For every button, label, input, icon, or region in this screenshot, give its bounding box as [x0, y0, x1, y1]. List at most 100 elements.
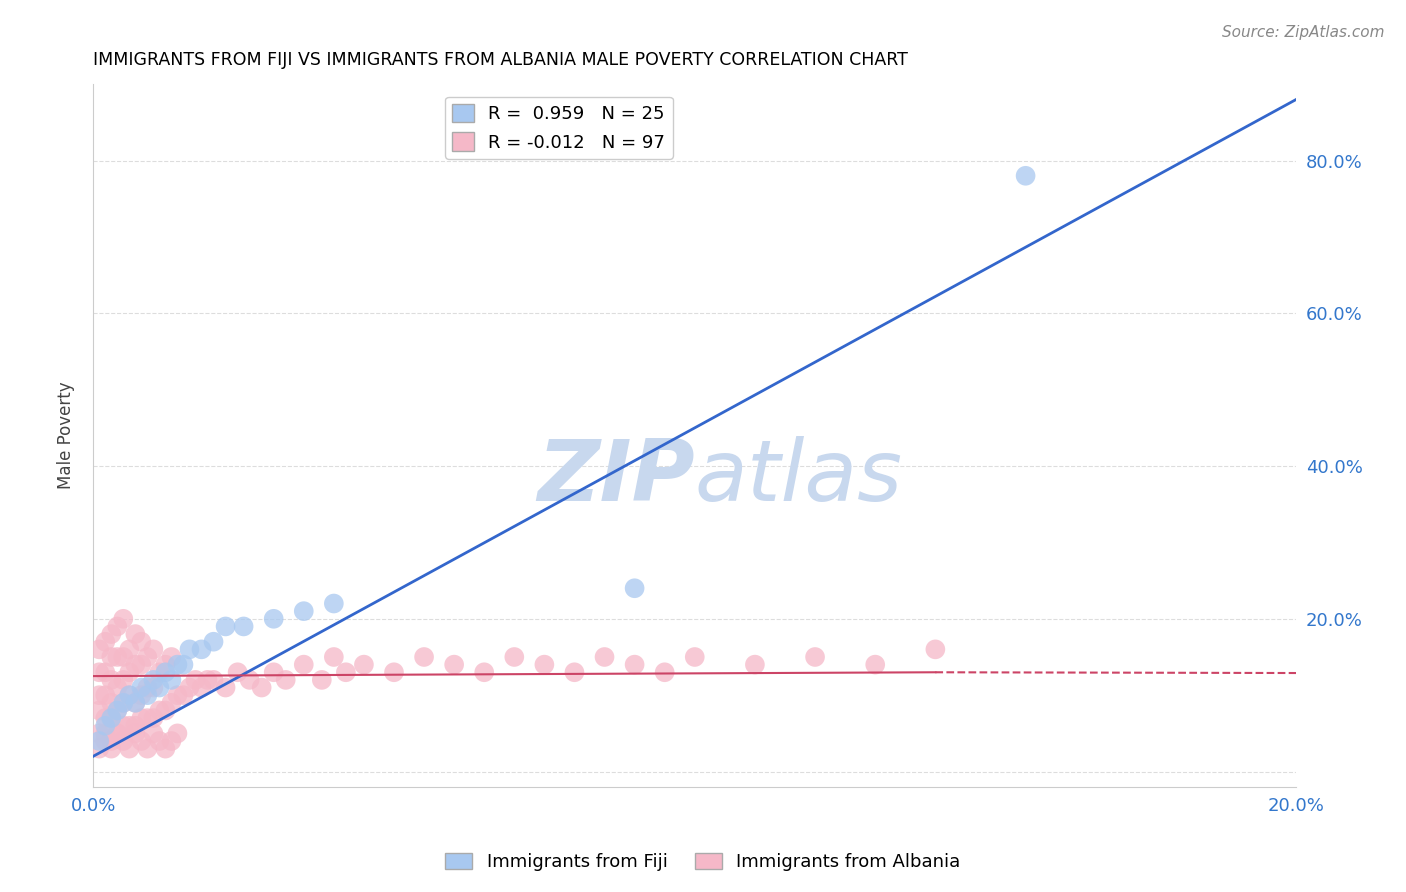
Point [131, 681, 153, 695]
Point [184, 673, 207, 687]
Point [239, 673, 262, 687]
Point [232, 619, 254, 633]
Point [311, 673, 333, 687]
Point [472, 665, 495, 680]
Point [105, 650, 128, 665]
Point [105, 703, 128, 717]
Point [166, 657, 188, 672]
Point [136, 741, 159, 756]
Point [100, 741, 122, 756]
Point [89, 688, 111, 702]
Point [148, 681, 170, 695]
Point [190, 681, 212, 695]
Point [250, 681, 273, 695]
Point [413, 650, 436, 665]
Point [100, 734, 122, 748]
Point [89, 734, 111, 748]
Point [124, 719, 146, 733]
Point [166, 726, 188, 740]
Point [124, 696, 146, 710]
Point [155, 657, 177, 672]
Point [105, 703, 128, 717]
Legend: Immigrants from Fiji, Immigrants from Albania: Immigrants from Fiji, Immigrants from Al… [439, 846, 967, 879]
Point [131, 711, 153, 725]
Y-axis label: Male Poverty: Male Poverty [58, 382, 75, 490]
Point [136, 711, 159, 725]
Point [166, 688, 188, 702]
Point [172, 657, 194, 672]
Point [105, 681, 128, 695]
Point [142, 642, 165, 657]
Point [105, 726, 128, 740]
Text: IMMIGRANTS FROM FIJI VS IMMIGRANTS FROM ALBANIA MALE POVERTY CORRELATION CHART: IMMIGRANTS FROM FIJI VS IMMIGRANTS FROM … [93, 51, 908, 69]
Point [118, 741, 141, 756]
Point [382, 665, 405, 680]
Point [112, 719, 135, 733]
Point [94, 688, 117, 702]
Point [124, 627, 146, 641]
Point [94, 726, 117, 740]
Text: Source: ZipAtlas.com: Source: ZipAtlas.com [1222, 25, 1385, 40]
Point [322, 597, 344, 611]
Point [89, 703, 111, 717]
Point [124, 726, 146, 740]
Point [131, 688, 153, 702]
Point [148, 734, 170, 748]
Point [274, 673, 297, 687]
Point [924, 642, 946, 657]
Point [214, 681, 236, 695]
Point [100, 673, 122, 687]
Point [118, 665, 141, 680]
Point [112, 673, 135, 687]
Point [160, 734, 183, 748]
Point [100, 696, 122, 710]
Point [214, 619, 236, 633]
Point [118, 688, 141, 702]
Point [226, 665, 249, 680]
Point [100, 650, 122, 665]
Point [155, 741, 177, 756]
Point [131, 657, 153, 672]
Point [142, 673, 165, 687]
Point [654, 665, 676, 680]
Point [148, 703, 170, 717]
Point [202, 634, 225, 648]
Point [292, 657, 315, 672]
Point [112, 696, 135, 710]
Point [112, 696, 135, 710]
Point [593, 650, 616, 665]
Point [89, 665, 111, 680]
Point [623, 657, 645, 672]
Point [197, 673, 219, 687]
Point [322, 650, 344, 665]
Point [105, 619, 128, 633]
Point [335, 665, 357, 680]
Point [155, 665, 177, 680]
Point [155, 703, 177, 717]
Point [443, 657, 465, 672]
Point [564, 665, 586, 680]
Point [124, 657, 146, 672]
Point [136, 688, 159, 702]
Point [863, 657, 886, 672]
Point [263, 665, 285, 680]
Point [94, 719, 117, 733]
Point [179, 642, 201, 657]
Point [263, 612, 285, 626]
Point [136, 650, 159, 665]
Legend: R =  0.959   N = 25, R = -0.012   N = 97: R = 0.959 N = 25, R = -0.012 N = 97 [446, 96, 672, 159]
Point [190, 642, 212, 657]
Point [804, 650, 827, 665]
Point [1014, 169, 1036, 183]
Point [118, 642, 141, 657]
Point [744, 657, 766, 672]
Text: ZIP: ZIP [537, 436, 695, 519]
Point [112, 612, 135, 626]
Point [100, 711, 122, 725]
Point [131, 634, 153, 648]
Point [148, 665, 170, 680]
Point [503, 650, 526, 665]
Point [94, 711, 117, 725]
Point [172, 688, 194, 702]
Point [94, 665, 117, 680]
